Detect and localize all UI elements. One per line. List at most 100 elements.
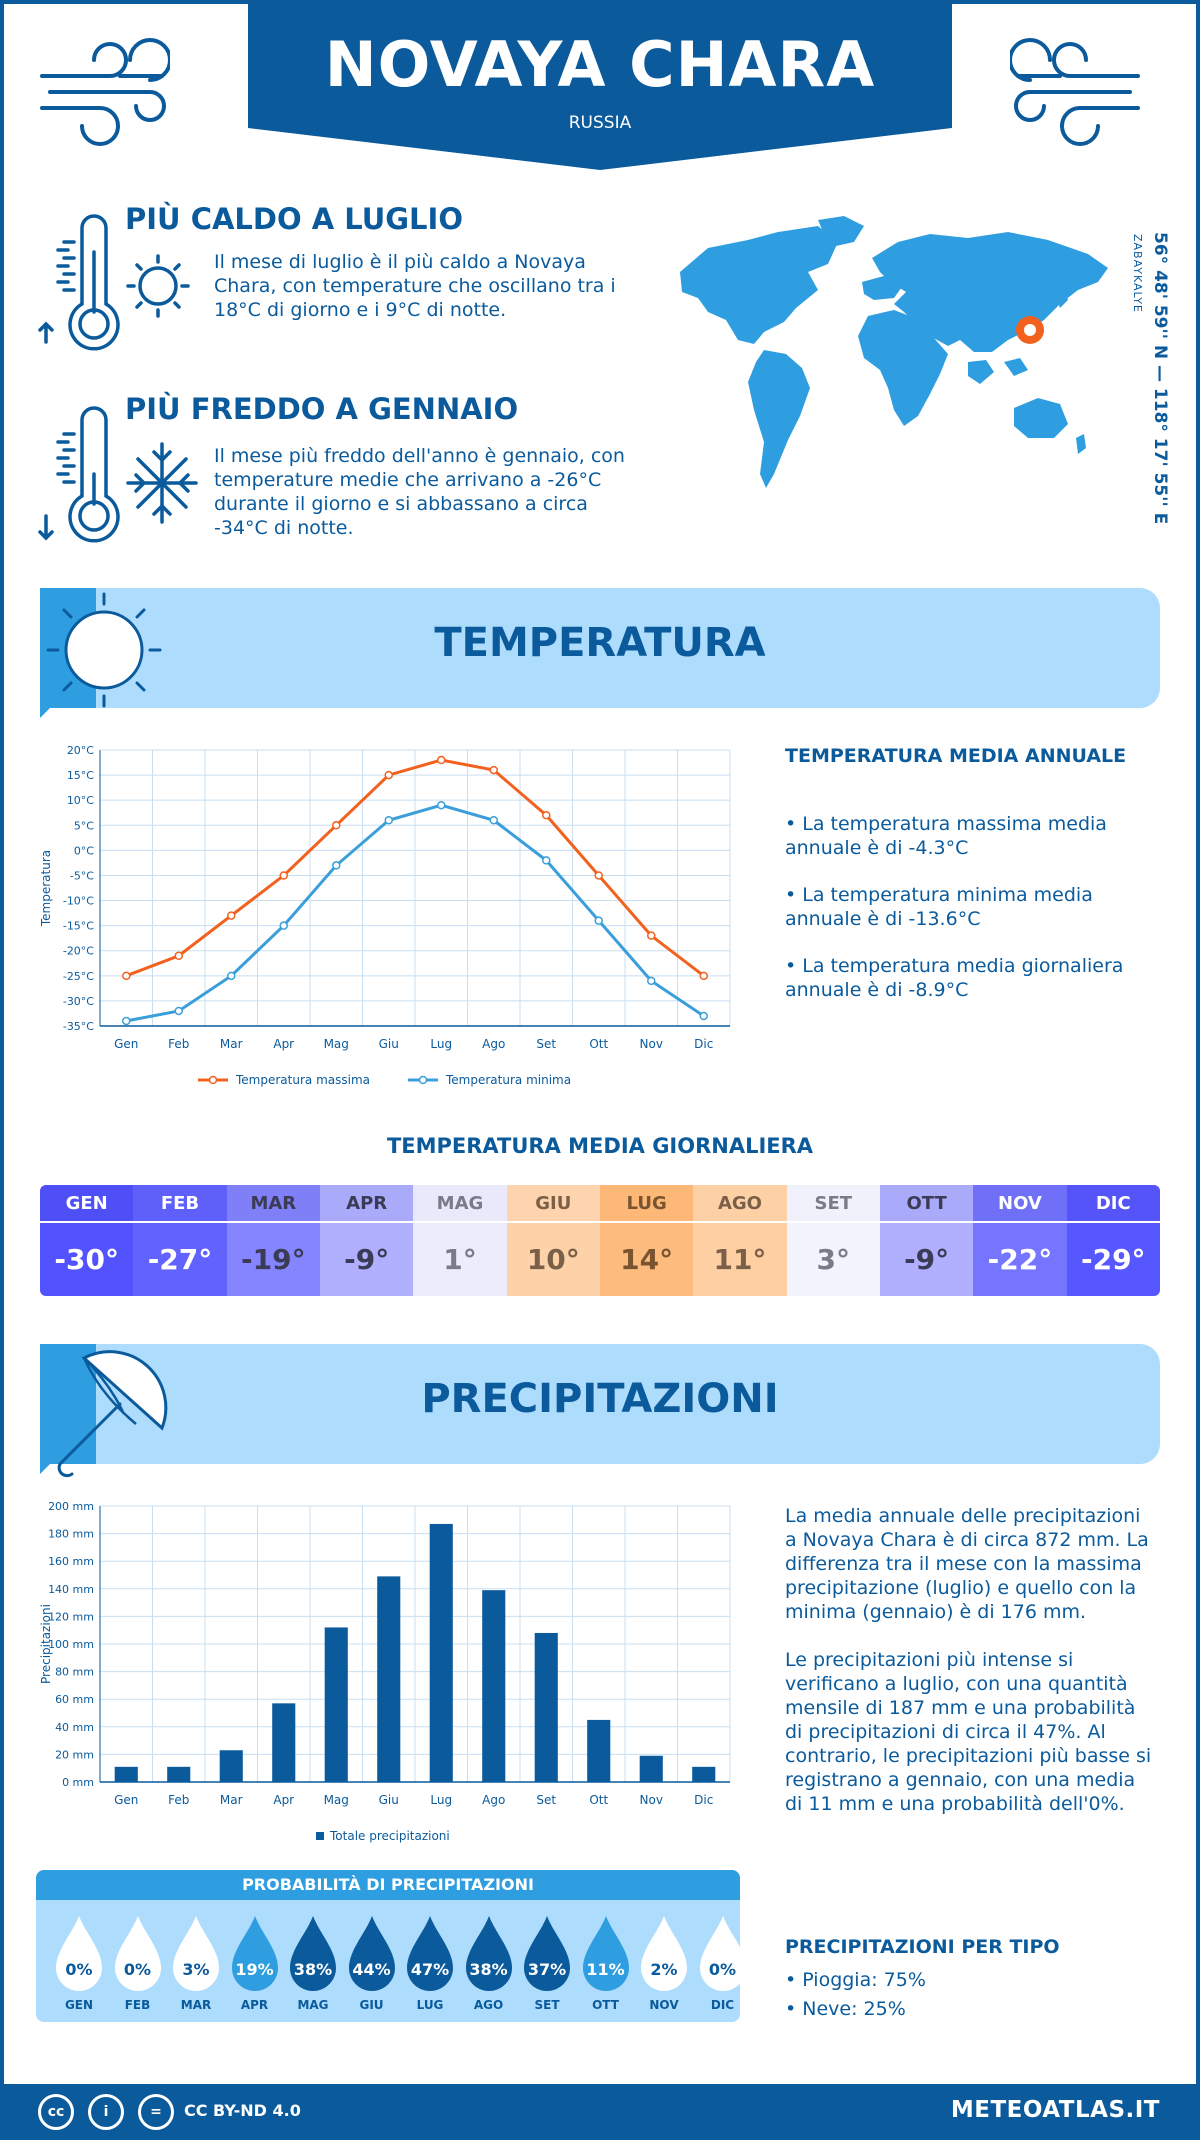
sun-icon xyxy=(40,588,162,718)
daily-temp-value: -30° xyxy=(40,1223,134,1296)
x-tick-label: Mar xyxy=(220,1793,243,1807)
y-axis-label: Precipitazioni xyxy=(39,1604,53,1684)
probability-month: DIC xyxy=(710,1998,735,2012)
series-line-min xyxy=(125,803,705,1023)
y-tick-label: 80 mm xyxy=(55,1666,94,1679)
raindrop-icon xyxy=(407,1916,453,1991)
data-point xyxy=(279,921,288,930)
y-tick-label: -30°C xyxy=(63,995,94,1008)
daily-temp-value: 3° xyxy=(786,1223,880,1296)
y-tick-label: 20 mm xyxy=(55,1748,94,1761)
raindrop-icon xyxy=(290,1916,336,1991)
y-tick-label: -15°C xyxy=(63,920,94,933)
x-tick-label: Giu xyxy=(379,1793,399,1807)
data-point xyxy=(647,976,656,986)
legend-marker xyxy=(418,1075,428,1085)
daily-temp-value: -9° xyxy=(319,1223,414,1296)
world-map xyxy=(680,216,1108,488)
raindrop-icon xyxy=(56,1916,102,1991)
probability-value: 38% xyxy=(469,1960,508,1979)
data-point xyxy=(332,821,341,830)
x-tick-label: Set xyxy=(536,1793,556,1807)
daily-temp-column: MAR -19° xyxy=(226,1185,320,1296)
x-tick-label: Mag xyxy=(324,1793,349,1807)
city-title: NOVAYA CHARA xyxy=(324,28,876,101)
coordinates: 56° 48' 59'' N — 118° 17' 55'' E xyxy=(1150,232,1170,525)
y-tick-label: 5°C xyxy=(74,819,94,832)
thermometer-warm-icon xyxy=(38,214,190,351)
precipitation-chart: 200 mm 180 mm 160 mm 140 mm 120 mm 100 mm 80 m… xyxy=(39,1500,731,1843)
x-tick-label: Set xyxy=(536,1037,556,1051)
raindrop-shape xyxy=(114,1916,161,1991)
x-tick-label: Mar xyxy=(220,1037,243,1051)
temperature-section-band xyxy=(40,588,1160,708)
raindrop-shape xyxy=(582,1916,629,1991)
probability-month: GEN xyxy=(64,1998,94,2012)
probability-value: 44% xyxy=(352,1960,391,1979)
region-name: ZABAYKALYE xyxy=(1131,234,1144,313)
y-tick-label: 140 mm xyxy=(48,1583,94,1596)
data-point xyxy=(542,856,551,865)
daily-temp-month: DIC xyxy=(1066,1185,1160,1223)
precip-probability-title: PROBABILITÀ DI PRECIPITAZIONI xyxy=(36,1870,740,1900)
daily-temp-month: AGO xyxy=(693,1185,787,1223)
data-point xyxy=(174,951,183,960)
probability-value: 19% xyxy=(235,1960,274,1979)
annual-temp-title: TEMPERATURA MEDIA ANNUALE xyxy=(785,745,1127,767)
precip-bar xyxy=(114,1766,138,1782)
daily-temp-column: GEN -30° xyxy=(40,1185,134,1296)
data-point xyxy=(437,800,446,810)
probability-drop: 2% NOV xyxy=(635,1914,693,2014)
daily-temp-column: NOV -22° xyxy=(973,1185,1067,1296)
y-tick-label: 10°C xyxy=(67,794,94,807)
data-point xyxy=(489,765,498,775)
data-point xyxy=(699,971,708,981)
raindrop-shape xyxy=(699,1916,740,1991)
site-link[interactable]: METEOATLAS.IT xyxy=(950,2097,1160,2123)
probability-drop: 0% DIC xyxy=(694,1914,740,2014)
probability-drops: 0% GEN 0% FEB 3% MAR 19% APR 38% MAG 44% GIU 47% LUG 3… xyxy=(36,1914,740,2014)
daily-temp-month: NOV xyxy=(973,1185,1067,1223)
daily-temp-column: SET 3° xyxy=(786,1185,880,1296)
license-label[interactable]: CC BY-ND 4.0 xyxy=(184,2101,301,2120)
data-point xyxy=(489,816,498,825)
probability-drop: 11% OTT xyxy=(577,1914,635,2014)
probability-month: MAR xyxy=(180,1998,212,2012)
data-point xyxy=(699,1011,708,1021)
raindrop-shape xyxy=(524,1916,570,1991)
raindrop-shape xyxy=(173,1916,219,1991)
data-point xyxy=(279,871,288,880)
precip-paragraph-2: Le precipitazioni più intense si verific… xyxy=(785,1649,1152,1815)
precip-type-snow: • Neve: 25% xyxy=(785,1998,906,2020)
y-tick-label: 100 mm xyxy=(48,1638,94,1651)
precip-probability-box: PROBABILITÀ DI PRECIPITAZIONI 0% GEN 0% FEB… xyxy=(36,1870,740,2022)
y-tick-label: -35°C xyxy=(63,1020,94,1033)
probability-value: 0% xyxy=(65,1960,93,1979)
precip-bar xyxy=(219,1750,243,1782)
raindrop-icon xyxy=(699,1916,740,1991)
coldest-text: Il mese più freddo dell'anno è gennaio, … xyxy=(214,445,625,539)
probability-value: 3% xyxy=(182,1960,210,1979)
probability-value: 47% xyxy=(410,1960,450,1979)
x-tick-label: Ott xyxy=(589,1793,608,1807)
x-tick-label: Feb xyxy=(168,1793,189,1807)
x-tick-label: Ago xyxy=(482,1793,505,1807)
y-tick-label: -5°C xyxy=(70,869,94,882)
daily-temp-column: DIC -29° xyxy=(1066,1185,1160,1296)
probability-drop: 19% APR xyxy=(226,1914,284,2014)
data-point xyxy=(332,861,341,870)
daily-temp-value: -29° xyxy=(1066,1223,1160,1296)
country-name: RUSSIA xyxy=(568,113,632,133)
precip-type-rain: • Pioggia: 75% xyxy=(785,1969,926,1991)
probability-value: 0% xyxy=(123,1960,152,1979)
precip-bar xyxy=(534,1632,558,1782)
precip-type-title: PRECIPITAZIONI PER TIPO xyxy=(785,1936,1060,1958)
raindrop-shape xyxy=(641,1916,687,1991)
no-derivatives-icon: = xyxy=(138,2094,174,2130)
data-point xyxy=(384,770,393,780)
y-tick-label: 200 mm xyxy=(48,1500,94,1513)
temperature-chart: 20°C 15°C 10°C 5°C 0°C -5°C -10°C -15°C -20°C -25… xyxy=(39,744,731,1087)
probability-month: MAG xyxy=(297,1998,329,2012)
annual-temp-bullet-max: • La temperatura massima media annuale è… xyxy=(785,813,1107,859)
probability-drop: 0% FEB xyxy=(109,1914,167,2014)
